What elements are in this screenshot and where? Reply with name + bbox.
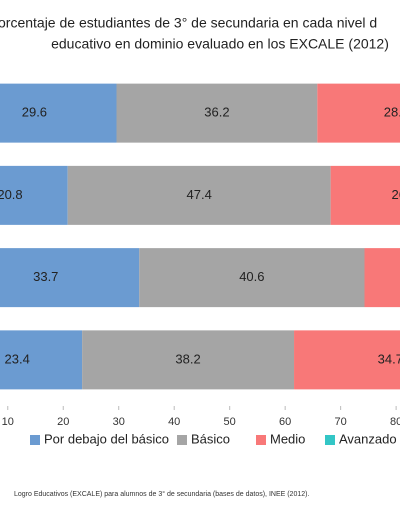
chart-title: educativo en dominio evaluado en los EXC… (51, 36, 389, 52)
data-label: 40.6 (239, 269, 264, 284)
chart-title: orcentaje de estudiantes de 3° de secund… (0, 15, 377, 31)
legend-label: Por debajo del básico (44, 431, 169, 446)
legend-label: Básico (191, 431, 230, 446)
bar-segment (67, 165, 331, 225)
legend-label: Avanzado (339, 431, 397, 446)
bar-segment (364, 248, 400, 308)
x-tick-label: 80 (390, 416, 400, 428)
x-tick-label: 50 (224, 416, 236, 428)
bar-segment (0, 165, 68, 225)
bar-segment (116, 83, 318, 143)
x-tick-label: 60 (279, 416, 291, 428)
legend-swatch (256, 435, 266, 445)
data-label: 36.2 (204, 105, 229, 120)
data-label: 34.7 (378, 351, 400, 366)
x-tick-label: 70 (335, 416, 347, 428)
legend-swatch (325, 435, 335, 445)
bar-segment (0, 330, 83, 390)
x-tick-label: 30 (113, 416, 125, 428)
x-tick-label: 20 (57, 416, 69, 428)
bar-segment (0, 248, 140, 308)
legend-label: Medio (270, 431, 305, 446)
data-label: 38.2 (175, 351, 200, 366)
data-label: 29.6 (22, 105, 47, 120)
data-label: 33.7 (33, 269, 58, 284)
bar-segment (294, 330, 400, 390)
source-note: Logro Educativos (EXCALE) para alumnos d… (14, 490, 309, 498)
data-label: 20.8 (0, 187, 23, 202)
legend-swatch (30, 435, 40, 445)
plot-area: 29.636.228.55.720.847.426.55.333.740.622… (0, 83, 400, 390)
legend-swatch (177, 435, 187, 445)
x-tick-label: 10 (2, 416, 14, 428)
data-label: 26.5 (392, 187, 400, 202)
bar-segment (139, 248, 365, 308)
data-label: 23.4 (5, 351, 30, 366)
bar-segment (330, 165, 400, 225)
bar-segment (0, 83, 117, 143)
x-tick-label: 40 (168, 416, 180, 428)
data-label: 28.5 (384, 105, 400, 120)
bar-segment (82, 330, 295, 390)
bar-segment (317, 83, 400, 143)
data-label: 47.4 (187, 187, 212, 202)
